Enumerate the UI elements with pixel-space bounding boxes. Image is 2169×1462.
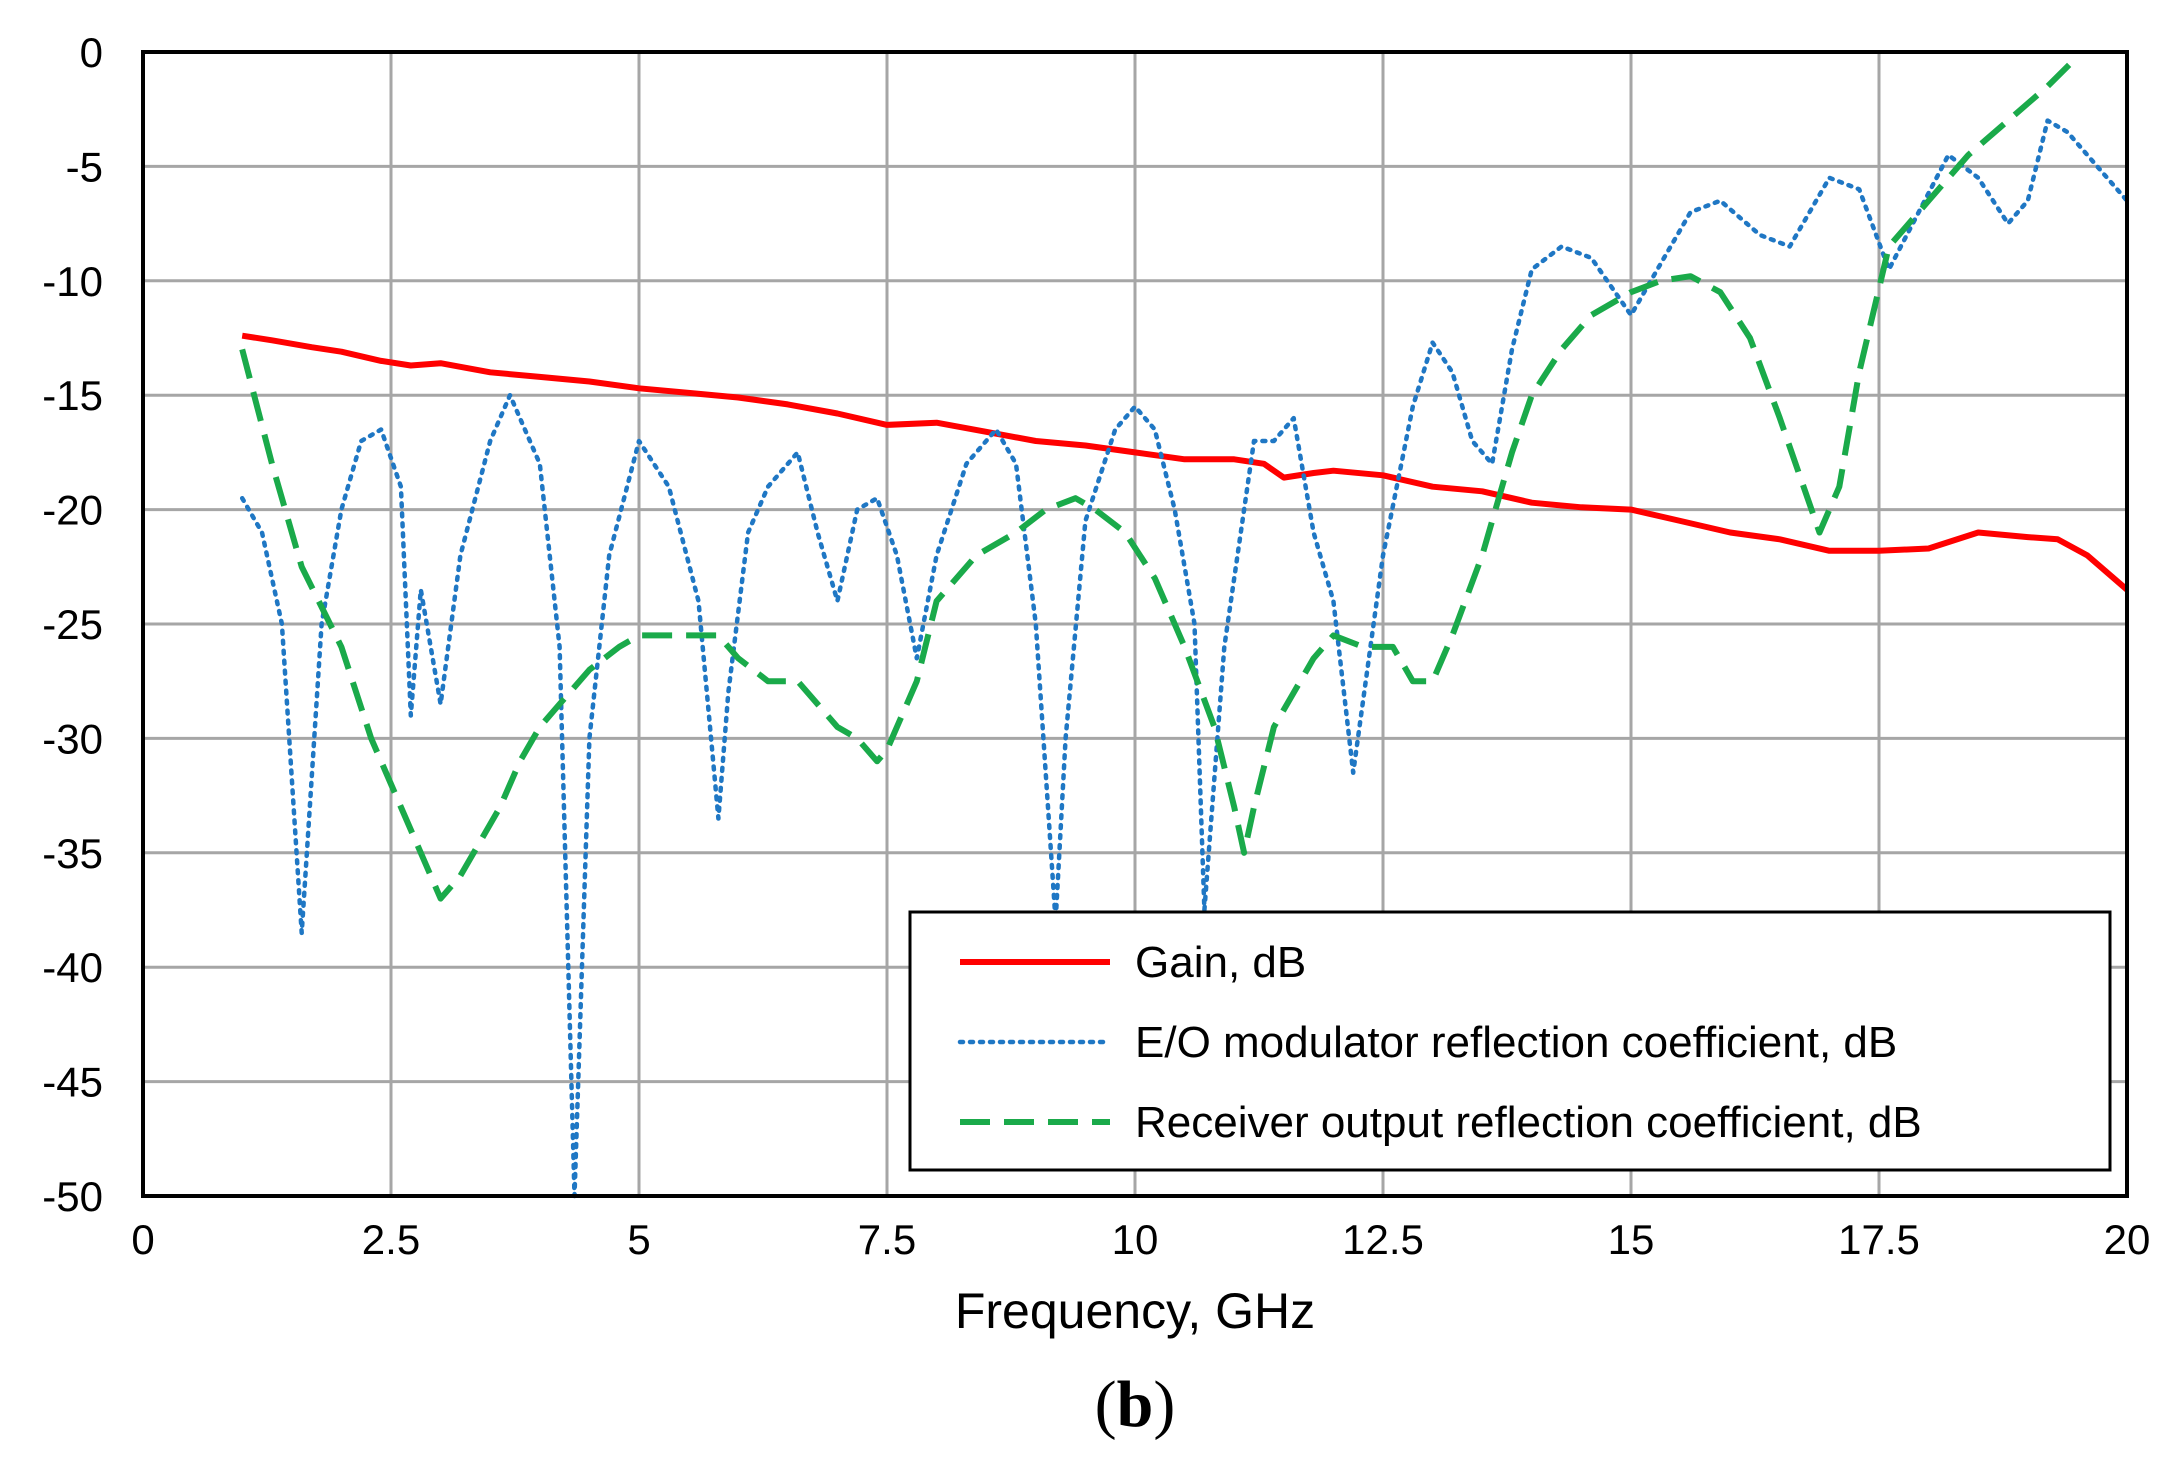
y-tick-label: -10	[42, 258, 103, 305]
x-tick-label: 2.5	[362, 1216, 420, 1263]
panel-label-close: )	[1153, 1368, 1175, 1441]
y-tick-label: -45	[42, 1059, 103, 1106]
x-tick-label: 17.5	[1838, 1216, 1920, 1263]
x-tick-label: 15	[1608, 1216, 1655, 1263]
x-tick-label: 5	[627, 1216, 650, 1263]
legend-label-3: Receiver output reflection coefficient, …	[1135, 1098, 1922, 1147]
series-line-1	[241, 332, 2129, 592]
y-tick-label: -35	[42, 830, 103, 877]
legend-label-2: E/O modulator reflection coefficient, dB	[1135, 1018, 1897, 1067]
x-tick-label: 0	[131, 1216, 154, 1263]
x-tick-labels: 0 2.5 5 7.5 10 12.5 15 17.5 20	[131, 1216, 2150, 1263]
panel-label: (b)	[1095, 1368, 1176, 1441]
x-tick-label: 7.5	[858, 1216, 916, 1263]
legend: Gain, dB E/O modulator reflection coeffic…	[908, 910, 2112, 1172]
series-line-3	[239, 54, 2080, 902]
y-tick-label: -25	[42, 601, 103, 648]
series-layer	[239, 54, 2130, 1199]
y-tick-labels: 0 -5 -10 -15 -20 -25 -30 -35 -40 -45 -50	[42, 29, 103, 1220]
x-tick-label: 20	[2104, 1216, 2151, 1263]
y-tick-label: 0	[80, 29, 103, 76]
x-axis-title: Frequency, GHz	[955, 1283, 1315, 1339]
y-tick-label: -15	[42, 372, 103, 419]
y-tick-label: -5	[66, 143, 103, 190]
plot-area-border	[141, 50, 2129, 1198]
legend-box	[908, 910, 2112, 1172]
y-tick-label: -50	[42, 1173, 103, 1220]
x-tick-label: 12.5	[1342, 1216, 1424, 1263]
legend-label-1: Gain, dB	[1135, 938, 1306, 987]
y-tick-label: -30	[42, 715, 103, 762]
y-tick-label: -20	[42, 487, 103, 534]
panel-label-letter: b	[1117, 1368, 1154, 1441]
x-tick-label: 10	[1112, 1216, 1159, 1263]
y-tick-label: -40	[42, 944, 103, 991]
panel-label-open: (	[1095, 1368, 1117, 1441]
series-line-2	[239, 118, 2130, 1199]
